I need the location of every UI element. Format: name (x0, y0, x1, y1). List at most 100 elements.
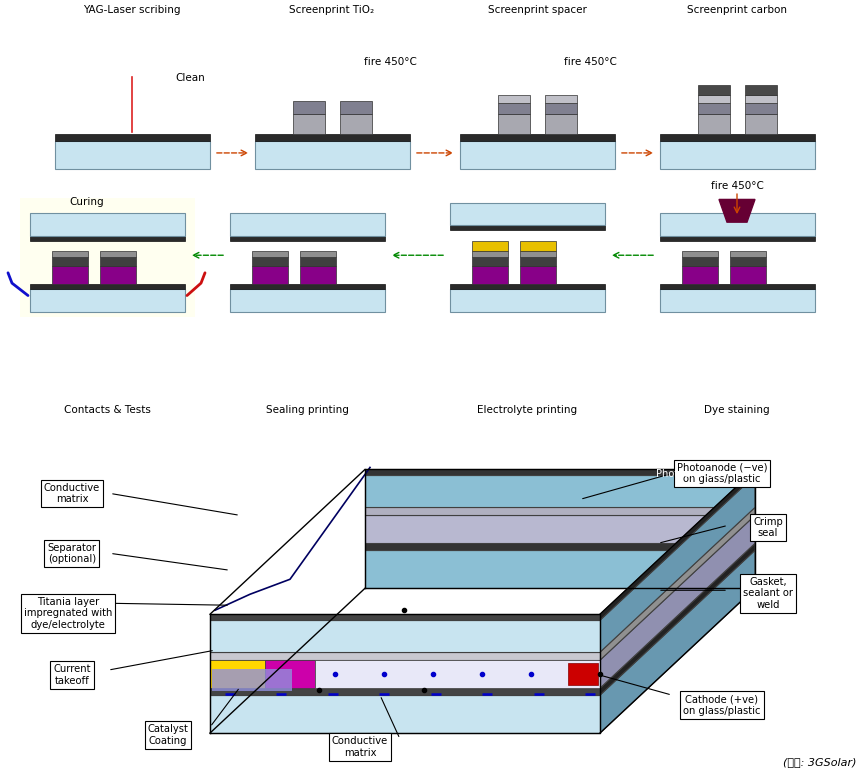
Bar (660, 284, 815, 289)
Bar (255, 134, 410, 140)
Polygon shape (210, 620, 600, 653)
Bar (660, 134, 815, 140)
Polygon shape (365, 550, 755, 588)
Bar (450, 284, 605, 289)
Polygon shape (210, 615, 600, 620)
Bar (745, 103, 777, 114)
Bar (30, 289, 185, 312)
Bar (520, 241, 556, 251)
Bar (340, 114, 372, 134)
Bar (698, 103, 730, 114)
Bar (293, 114, 325, 134)
Bar (100, 257, 136, 266)
Bar (100, 251, 136, 257)
Text: Screenprint carbon: Screenprint carbon (687, 5, 787, 16)
Bar (472, 257, 508, 266)
Polygon shape (365, 475, 755, 508)
Bar (210, 660, 265, 688)
Bar (230, 213, 385, 236)
Text: Sealing printing: Sealing printing (265, 405, 348, 415)
Text: Screenprint TiO₂: Screenprint TiO₂ (289, 5, 375, 16)
Bar (498, 95, 530, 103)
Bar (230, 284, 385, 289)
Bar (698, 84, 730, 95)
Polygon shape (210, 660, 600, 688)
Text: Electrolyte printing: Electrolyte printing (477, 405, 577, 415)
Text: Titania layer
impregnated with
dye/electrolyte: Titania layer impregnated with dye/elect… (24, 597, 112, 630)
Bar (293, 102, 325, 114)
Bar (315, 660, 600, 688)
Bar (498, 114, 530, 134)
Bar (682, 257, 718, 266)
Bar (230, 289, 385, 312)
Polygon shape (719, 199, 755, 222)
Bar (450, 202, 605, 226)
Polygon shape (365, 543, 755, 550)
Bar (300, 257, 336, 266)
Polygon shape (365, 515, 755, 543)
Text: Separator
(optional): Separator (optional) (47, 542, 97, 564)
Bar (55, 134, 210, 140)
Bar (745, 114, 777, 134)
Text: Curing: Curing (69, 197, 104, 207)
Polygon shape (365, 508, 755, 515)
Bar (265, 660, 315, 688)
Polygon shape (600, 475, 755, 653)
Bar (472, 251, 508, 257)
Bar (252, 251, 288, 257)
Polygon shape (600, 470, 755, 620)
Bar (545, 95, 577, 103)
Polygon shape (600, 508, 755, 660)
Bar (698, 114, 730, 134)
Bar (568, 663, 598, 685)
Bar (252, 266, 288, 284)
Bar (20, 198, 195, 317)
Bar (498, 103, 530, 114)
Text: Clean: Clean (175, 73, 205, 83)
Text: Photoanode (−ve)
on glass/plastic: Photoanode (−ve) on glass/plastic (677, 463, 767, 484)
Bar (30, 284, 185, 289)
Bar (545, 103, 577, 114)
Polygon shape (600, 550, 755, 733)
Polygon shape (600, 543, 755, 695)
Bar (472, 241, 508, 251)
Bar (30, 236, 185, 241)
Polygon shape (210, 695, 600, 733)
Bar (300, 266, 336, 284)
Bar (212, 669, 292, 691)
Bar (100, 266, 136, 284)
Bar (252, 257, 288, 266)
Bar (730, 266, 766, 284)
Text: Contacts & Tests: Contacts & Tests (63, 405, 151, 415)
Text: Crimp
seal: Crimp seal (753, 517, 783, 538)
Text: Conductive
matrix: Conductive matrix (332, 736, 388, 758)
Text: Dye staining: Dye staining (704, 405, 770, 415)
Text: Current
takeoff: Current takeoff (53, 664, 91, 686)
Bar (520, 266, 556, 284)
Bar (660, 140, 815, 170)
Text: fire 450°C: fire 450°C (563, 57, 616, 67)
Bar (30, 213, 185, 236)
Bar (255, 140, 410, 170)
Bar (682, 266, 718, 284)
Polygon shape (210, 653, 600, 660)
Bar (520, 257, 556, 266)
Polygon shape (600, 515, 755, 688)
Bar (52, 257, 88, 266)
Bar (230, 236, 385, 241)
Text: YAG-Laser scribing: YAG-Laser scribing (83, 5, 181, 16)
Text: Screenprint spacer: Screenprint spacer (488, 5, 586, 16)
Bar (340, 102, 372, 114)
Bar (660, 236, 815, 241)
Bar (520, 251, 556, 257)
Bar (460, 134, 615, 140)
Bar (730, 257, 766, 266)
Bar (300, 251, 336, 257)
Bar (55, 140, 210, 170)
Bar (450, 226, 605, 230)
Text: Cathode (+ve)
on glass/plastic: Cathode (+ve) on glass/plastic (683, 694, 761, 716)
Text: Conductive
matrix: Conductive matrix (44, 483, 100, 505)
Bar (472, 266, 508, 284)
Text: fire 450°C: fire 450°C (710, 181, 764, 191)
Bar (450, 289, 605, 312)
